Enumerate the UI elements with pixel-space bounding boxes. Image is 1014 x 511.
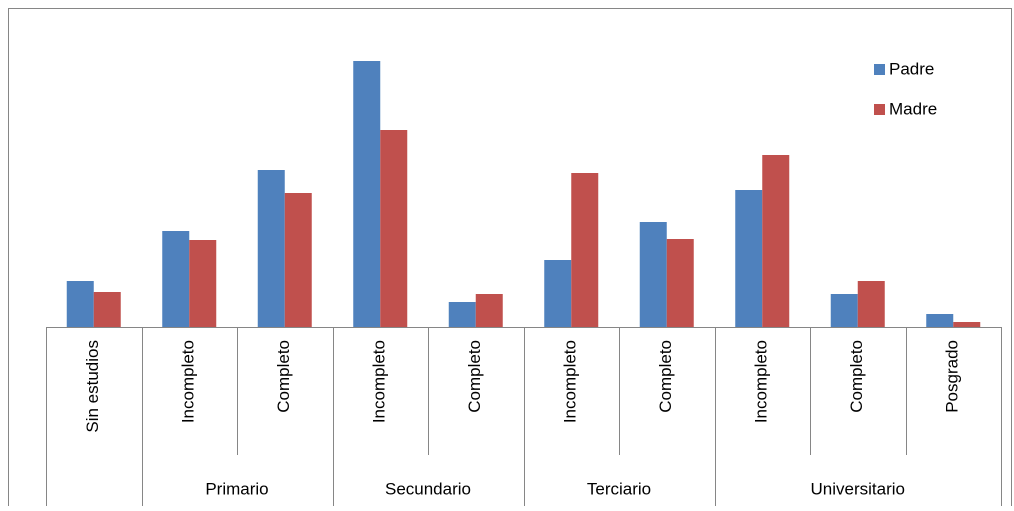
bar	[284, 193, 312, 327]
bar	[475, 294, 503, 327]
bar	[189, 240, 217, 327]
bar	[93, 292, 121, 327]
x-tick-label: Completo	[274, 340, 293, 413]
bar	[762, 155, 790, 327]
bar	[639, 222, 667, 327]
bar	[953, 322, 981, 327]
bar	[353, 61, 381, 327]
bar	[380, 130, 408, 327]
x-tick-label: Sin estudios	[83, 340, 102, 433]
x-tick-label: Incompleto	[179, 340, 198, 423]
bar	[830, 294, 858, 327]
legend-swatch	[874, 104, 885, 115]
x-tick-label: Completo	[465, 340, 484, 413]
group-label: Universitario	[811, 479, 905, 498]
bar	[571, 173, 599, 327]
bar	[857, 281, 885, 327]
group-label: Terciario	[587, 479, 651, 498]
bar	[544, 260, 572, 327]
bar	[735, 190, 763, 327]
bar	[66, 281, 94, 327]
group-label: Primario	[205, 479, 268, 498]
bar	[162, 231, 190, 327]
bar	[257, 170, 285, 327]
x-tick-label: Completo	[656, 340, 675, 413]
chart-frame	[8, 8, 1012, 511]
bar	[448, 302, 476, 327]
x-tick-label: Incompleto	[752, 340, 771, 423]
group-label: Secundario	[385, 479, 471, 498]
x-tick-label: Incompleto	[561, 340, 580, 423]
x-tick-label: Posgrado	[943, 340, 962, 413]
legend-label: Padre	[889, 59, 934, 78]
bar	[666, 239, 694, 327]
legend-swatch	[874, 64, 885, 75]
x-tick-label: Completo	[847, 340, 866, 413]
x-tick-label: Incompleto	[370, 340, 389, 423]
legend-label: Madre	[889, 99, 937, 118]
bar	[926, 314, 954, 327]
